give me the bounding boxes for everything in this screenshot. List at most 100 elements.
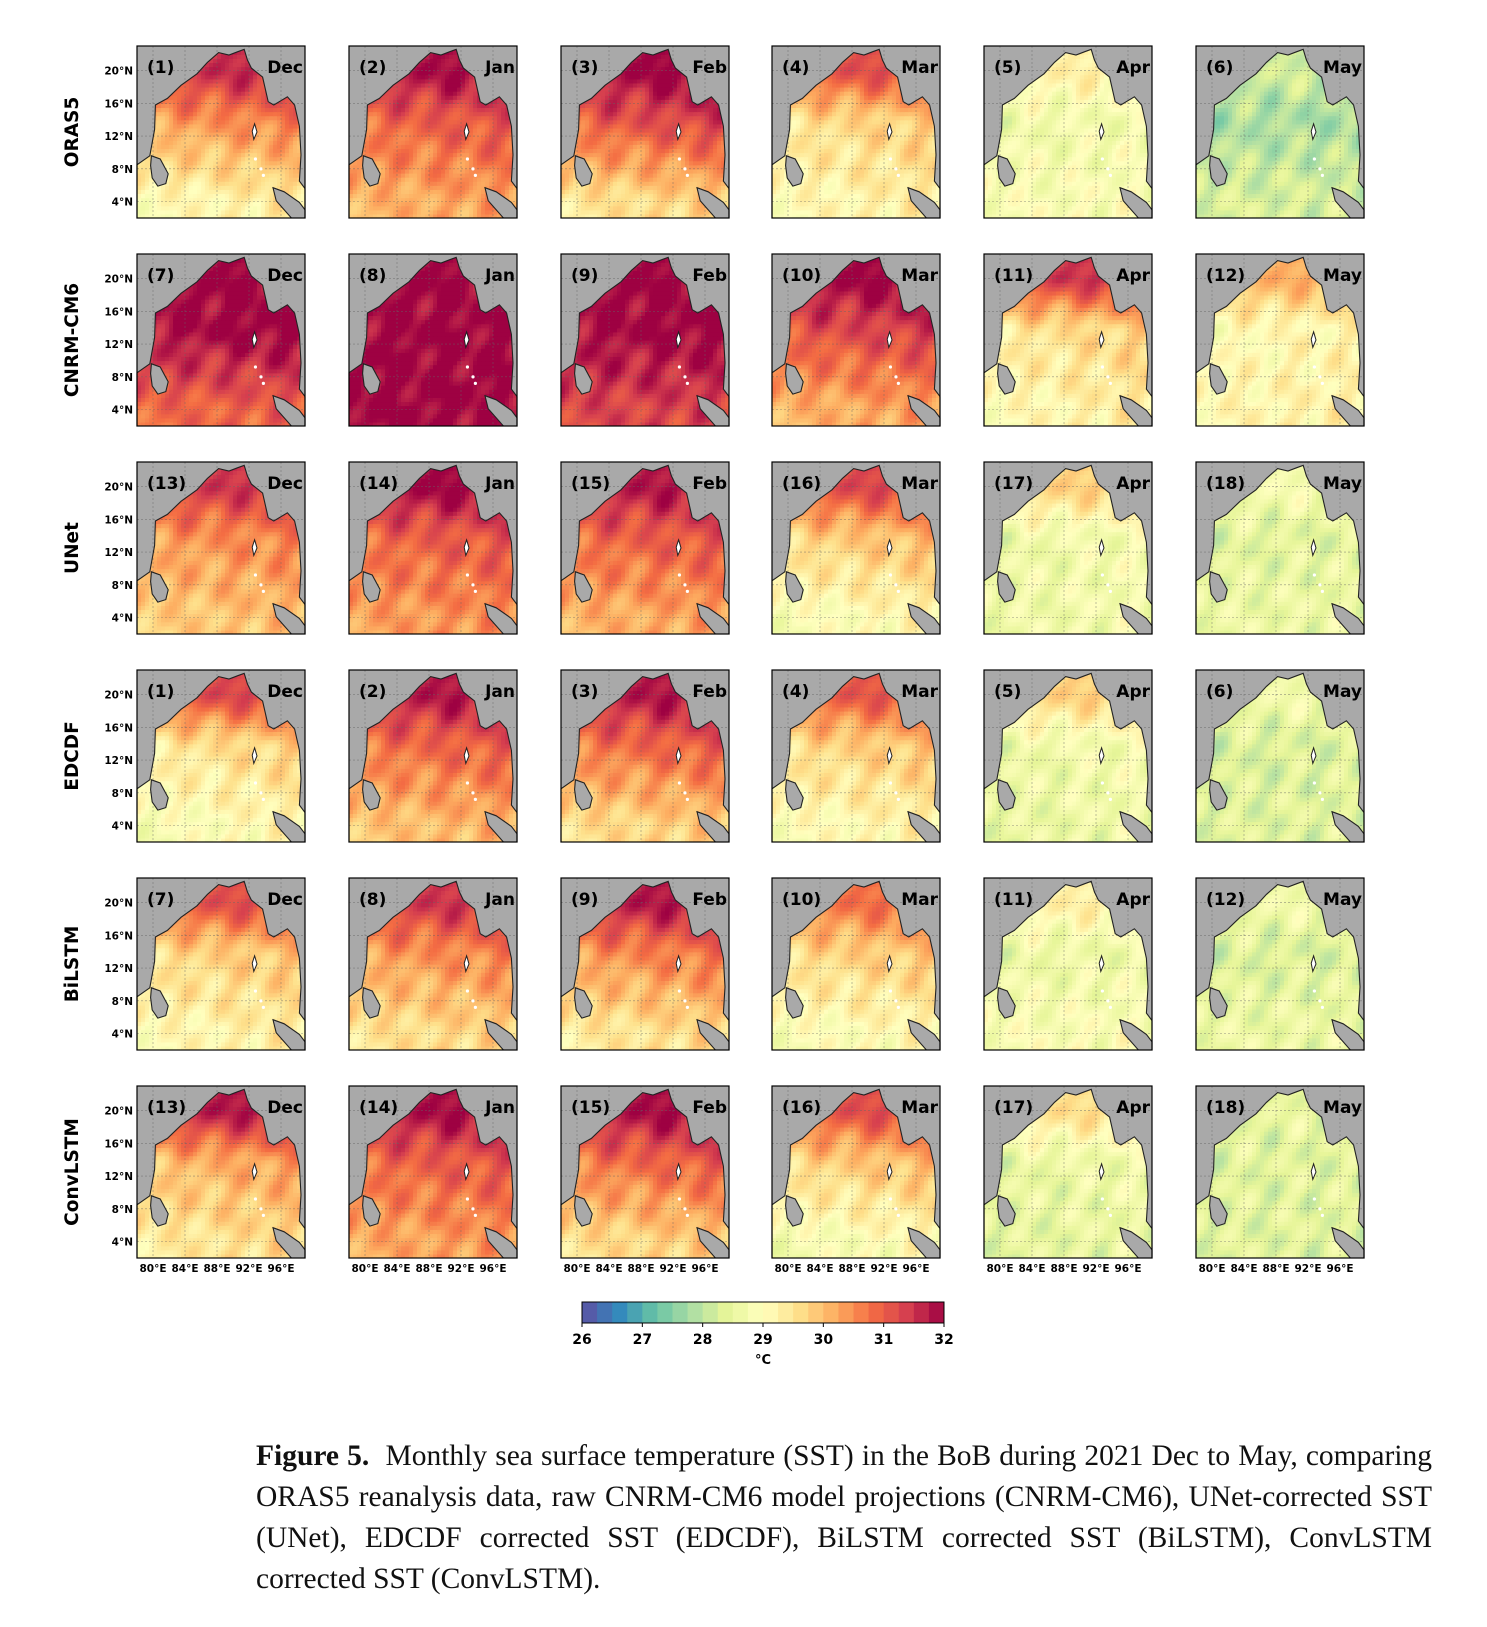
nicobar-island: [889, 781, 892, 784]
month-label: Mar: [901, 266, 938, 286]
month-label: Jan: [484, 1098, 515, 1118]
colorbar-tick-label: 27: [633, 1332, 652, 1348]
lon-tick-label: 80°E: [774, 1263, 801, 1275]
nicobar-island: [471, 583, 474, 586]
nicobar-island: [678, 157, 681, 160]
nicobar-island: [1106, 375, 1109, 378]
nicobar-island: [686, 1006, 689, 1009]
lon-tick-label: 88°E: [1050, 1263, 1077, 1275]
nicobar-island: [889, 1197, 892, 1200]
figure-caption: Figure 5. Monthly sea surface temperatur…: [256, 1436, 1432, 1600]
nicobar-island: [1101, 1197, 1104, 1200]
month-label: May: [1323, 58, 1362, 78]
lat-tick-label: 16°N: [104, 514, 133, 526]
panel-label: (16): [782, 1098, 821, 1118]
lat-tick-label: 12°N: [104, 131, 133, 143]
panel-label: (3): [571, 682, 598, 702]
nicobar-island: [686, 174, 689, 177]
map-panel: (11) Apr: [984, 878, 1153, 1051]
nicobar-island: [474, 1214, 477, 1217]
lon-tick-label: 84°E: [1230, 1263, 1257, 1275]
lon-tick-label: 96°E: [902, 1263, 929, 1275]
nicobar-island: [1106, 583, 1109, 586]
colorbar-step: [733, 1302, 749, 1323]
panel-label: (4): [782, 682, 809, 702]
month-label: Jan: [484, 890, 515, 910]
nicobar-island: [254, 365, 257, 368]
lon-tick-label: 92°E: [659, 1263, 686, 1275]
nicobar-island: [474, 590, 477, 593]
lat-tick-label: 20°N: [104, 66, 133, 78]
lat-tick-label: 20°N: [104, 898, 133, 910]
nicobar-island: [466, 573, 469, 576]
nicobar-island: [259, 1207, 262, 1210]
panel-label: (18): [1206, 1098, 1245, 1118]
map-panel: (8) Jan: [349, 878, 518, 1051]
lat-tick-label: 8°N: [112, 580, 133, 592]
lat-tick-label: 20°N: [104, 274, 133, 286]
nicobar-island: [686, 590, 689, 593]
nicobar-island: [1109, 1006, 1112, 1009]
month-label: May: [1323, 266, 1362, 286]
lon-tick-label: 92°E: [447, 1263, 474, 1275]
panel-label: (13): [147, 1098, 186, 1118]
colorbar-step: [642, 1302, 658, 1323]
nicobar-island: [262, 590, 265, 593]
nicobar-island: [894, 375, 897, 378]
nicobar-island: [254, 573, 257, 576]
nicobar-island: [889, 157, 892, 160]
colorbar-step: [899, 1302, 915, 1323]
map-panel: (6) May: [1196, 46, 1365, 219]
panel-label: (2): [359, 58, 386, 78]
colorbar-step: [718, 1302, 734, 1323]
map-panel: (9) Feb: [561, 878, 730, 1051]
nicobar-island: [1318, 999, 1321, 1002]
nicobar-island: [262, 382, 265, 385]
lat-tick-label: 20°N: [104, 690, 133, 702]
map-panel: (10) Mar: [772, 254, 941, 427]
map-panel: (18) May: [1196, 462, 1365, 635]
nicobar-island: [897, 1214, 900, 1217]
nicobar-island: [1313, 573, 1316, 576]
lat-tick-label: 16°N: [104, 930, 133, 942]
map-panel: (11) Apr: [984, 254, 1153, 427]
panel-label: (9): [571, 266, 598, 286]
lon-tick-label: 80°E: [139, 1263, 166, 1275]
colorbar-step: [657, 1302, 673, 1323]
lat-tick-label: 16°N: [104, 722, 133, 734]
panel-label: (1): [147, 58, 174, 78]
month-label: Dec: [267, 890, 303, 910]
nicobar-island: [1106, 791, 1109, 794]
nicobar-island: [889, 989, 892, 992]
nicobar-island: [474, 798, 477, 801]
nicobar-island: [683, 167, 686, 170]
lon-tick-label: 80°E: [563, 1263, 590, 1275]
nicobar-island: [894, 999, 897, 1002]
map-panel: (16) Mar: [772, 462, 941, 635]
colorbar-step: [582, 1302, 598, 1323]
month-label: Feb: [692, 58, 727, 78]
nicobar-island: [466, 989, 469, 992]
map-panel: (10) Mar: [772, 878, 941, 1051]
panel-label: (18): [1206, 474, 1245, 494]
map-panel: (4) Mar: [772, 46, 941, 219]
nicobar-island: [466, 1197, 469, 1200]
nicobar-island: [262, 798, 265, 801]
nicobar-island: [1313, 989, 1316, 992]
month-label: May: [1323, 474, 1362, 494]
nicobar-island: [471, 791, 474, 794]
month-label: Mar: [901, 682, 938, 702]
lon-tick-label: 84°E: [171, 1263, 198, 1275]
map-panel: (6) May: [1196, 670, 1365, 843]
panel-label: (9): [571, 890, 598, 910]
lat-tick-label: 8°N: [112, 788, 133, 800]
nicobar-island: [894, 1207, 897, 1210]
nicobar-island: [254, 157, 257, 160]
colorbar-tick-label: 26: [572, 1332, 591, 1348]
nicobar-island: [1321, 1006, 1324, 1009]
